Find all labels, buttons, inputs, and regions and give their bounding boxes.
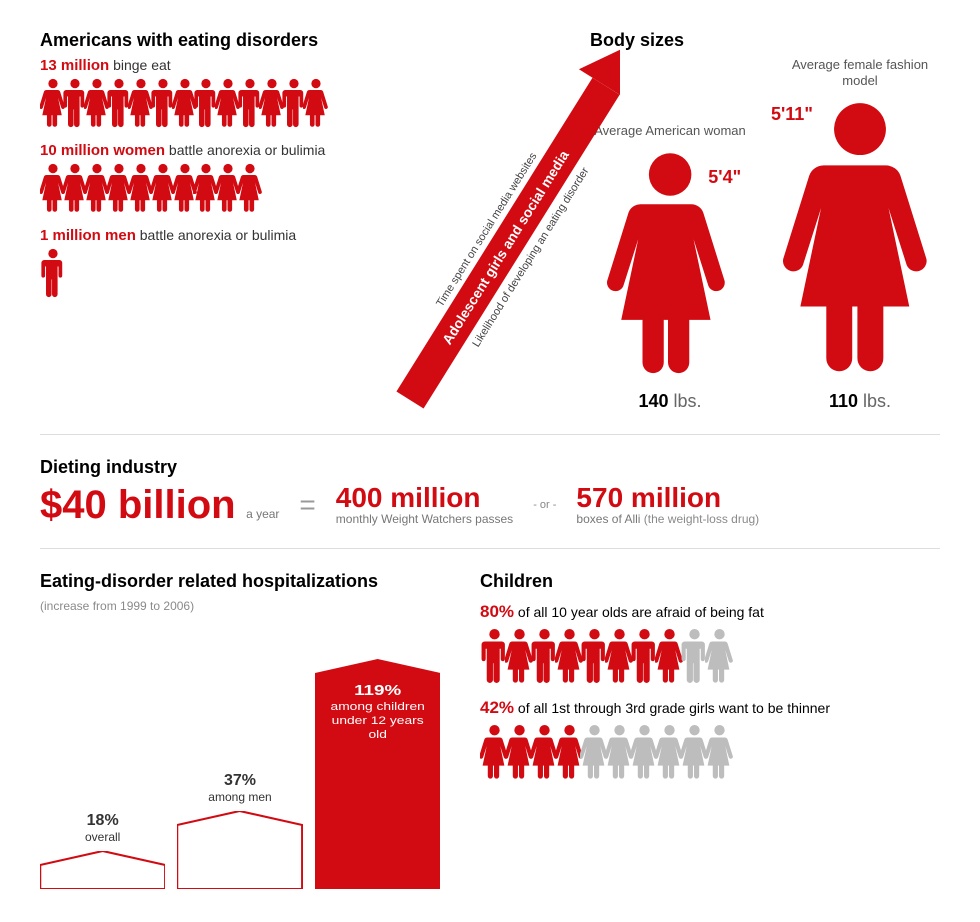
stat-line: 1 million men battle anorexia or bulimia <box>40 227 390 244</box>
person-female-icon <box>705 724 734 780</box>
person-male-icon <box>40 248 66 298</box>
bar-col: 119% among children under 12 years old <box>315 659 440 889</box>
arrow-banner: Adolescent girls and social media <box>439 147 572 347</box>
body-figure-icon <box>783 98 937 378</box>
divider <box>40 434 940 435</box>
dieting-section: Dieting industry $40 billion a year = 40… <box>40 457 940 526</box>
dieting-eq1-sub: monthly Weight Watchers passes <box>336 512 513 526</box>
bar-col: 37%among men <box>177 771 302 889</box>
body-label: Average female fashion model <box>780 57 940 88</box>
people-row <box>40 163 390 213</box>
hospitalizations-section: Eating-disorder related hospitalizations… <box>40 571 440 889</box>
bar-shape-icon <box>40 851 165 889</box>
bar-col: 18%overall <box>40 811 165 889</box>
people-row <box>40 78 390 128</box>
stat-line: 13 million binge eat <box>40 57 390 74</box>
dieting-eq2-sub: boxes of Alli (the weight-loss drug) <box>576 512 759 526</box>
weight-label: 110 lbs. <box>780 391 940 412</box>
divider <box>40 548 940 549</box>
height-label: 5'4" <box>708 167 741 188</box>
hospitalizations-subtitle: (increase from 1999 to 2006) <box>40 599 440 613</box>
body-size-col: Average American woman 5'4" 140 lbs. <box>590 123 750 412</box>
children-stat-block: 80% of all 10 year olds are afraid of be… <box>480 602 940 684</box>
dieting-title: Dieting industry <box>40 457 940 478</box>
dieting-eq1-value: 400 million <box>336 484 513 512</box>
people-row <box>480 724 940 780</box>
person-female-icon <box>303 78 329 128</box>
arrow-section: Time spent on social media websites Adol… <box>400 30 580 412</box>
stat-line: 10 million women battle anorexia or buli… <box>40 142 390 159</box>
person-female-icon <box>237 163 263 213</box>
children-stat-text: 80% of all 10 year olds are afraid of be… <box>480 602 940 622</box>
children-title: Children <box>480 571 940 592</box>
eating-disorders-section: Americans with eating disorders 13 milli… <box>40 30 390 412</box>
equals-sign: = <box>299 489 315 521</box>
hospitalizations-title: Eating-disorder related hospitalizations <box>40 571 440 593</box>
person-female-icon <box>705 628 734 684</box>
children-section: Children 80% of all 10 year olds are afr… <box>480 571 940 889</box>
dieting-eq2-value: 570 million <box>576 484 759 512</box>
body-sizes-title: Body sizes <box>590 30 940 51</box>
height-label: 5'11" <box>771 104 813 125</box>
dieting-or: - or - <box>533 499 556 511</box>
dieting-amount: $40 billion <box>40 483 236 527</box>
diagonal-arrow-icon: Time spent on social media websites Adol… <box>390 20 620 420</box>
body-size-col: Average female fashion model 5'11" 110 l… <box>780 57 940 412</box>
bar-label: 37%among men <box>208 771 271 805</box>
bar-shape-icon: 119% among children under 12 years old <box>315 659 440 889</box>
bar-label: 18%overall <box>85 811 120 845</box>
children-stat-block: 42% of all 1st through 3rd grade girls w… <box>480 698 940 780</box>
svg-text:119%: 119% <box>354 682 401 699</box>
dieting-amount-sub: a year <box>246 507 279 521</box>
children-stat-text: 42% of all 1st through 3rd grade girls w… <box>480 698 940 718</box>
eating-disorders-title: Americans with eating disorders <box>40 30 390 51</box>
bar-shape-icon <box>177 811 302 889</box>
body-sizes-section: Body sizes Average American woman 5'4" 1… <box>590 30 940 412</box>
people-row <box>40 248 390 298</box>
people-row <box>480 628 940 684</box>
